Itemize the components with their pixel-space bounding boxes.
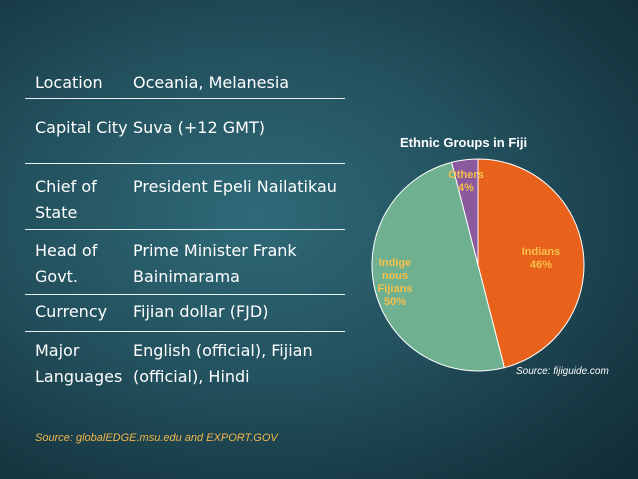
chart-source-note: Source: fijiguide.com <box>516 366 609 377</box>
chart-title: Ethnic Groups in Fiji <box>400 135 528 150</box>
row-value: Suva (+12 GMT) <box>133 118 265 137</box>
row-label: Major Languages <box>35 341 123 386</box>
row-label: Currency <box>35 302 108 321</box>
row-label: Head of Govt. <box>35 241 98 286</box>
table-row: Chief of State President Epeli Nailatika… <box>25 164 345 230</box>
table-row: Location Oceania, Melanesia <box>25 58 345 99</box>
pie-slice-indigenous-fijians <box>371 161 505 372</box>
row-value: Fijian dollar (FJD) <box>133 302 269 321</box>
table-row: Currency Fijian dollar (FJD) <box>25 295 345 332</box>
table-row: Major Languages English (official), Fiji… <box>25 332 345 390</box>
row-value: Oceania, Melanesia <box>133 73 290 92</box>
table-row: Head of Govt. Prime Minister Frank Baini… <box>25 230 345 295</box>
row-value: English (official), Fijian (official), H… <box>133 341 313 386</box>
country-info-table: Location Oceania, Melanesia Capital City… <box>25 58 345 390</box>
table-row: Capital City Suva (+12 GMT) <box>25 99 345 164</box>
row-value: Prime Minister Frank Bainimarama <box>133 241 297 286</box>
row-value: President Epeli Nailatikau <box>133 177 337 196</box>
pie-slice-others <box>451 158 479 266</box>
pie-label-others: Others 4% <box>448 169 483 194</box>
row-label: Location <box>35 73 103 92</box>
row-label: Capital City <box>35 118 128 137</box>
row-label: Chief of State <box>35 177 97 222</box>
pie-label-indigenous-fijians: Indige nous Fijians 50% <box>378 257 413 308</box>
pie-slice-indians <box>477 158 585 369</box>
pie-label-indians: Indians 46% <box>522 246 561 271</box>
table-source-note: Source: globalEDGE.msu.edu and EXPORT.GO… <box>35 432 278 444</box>
